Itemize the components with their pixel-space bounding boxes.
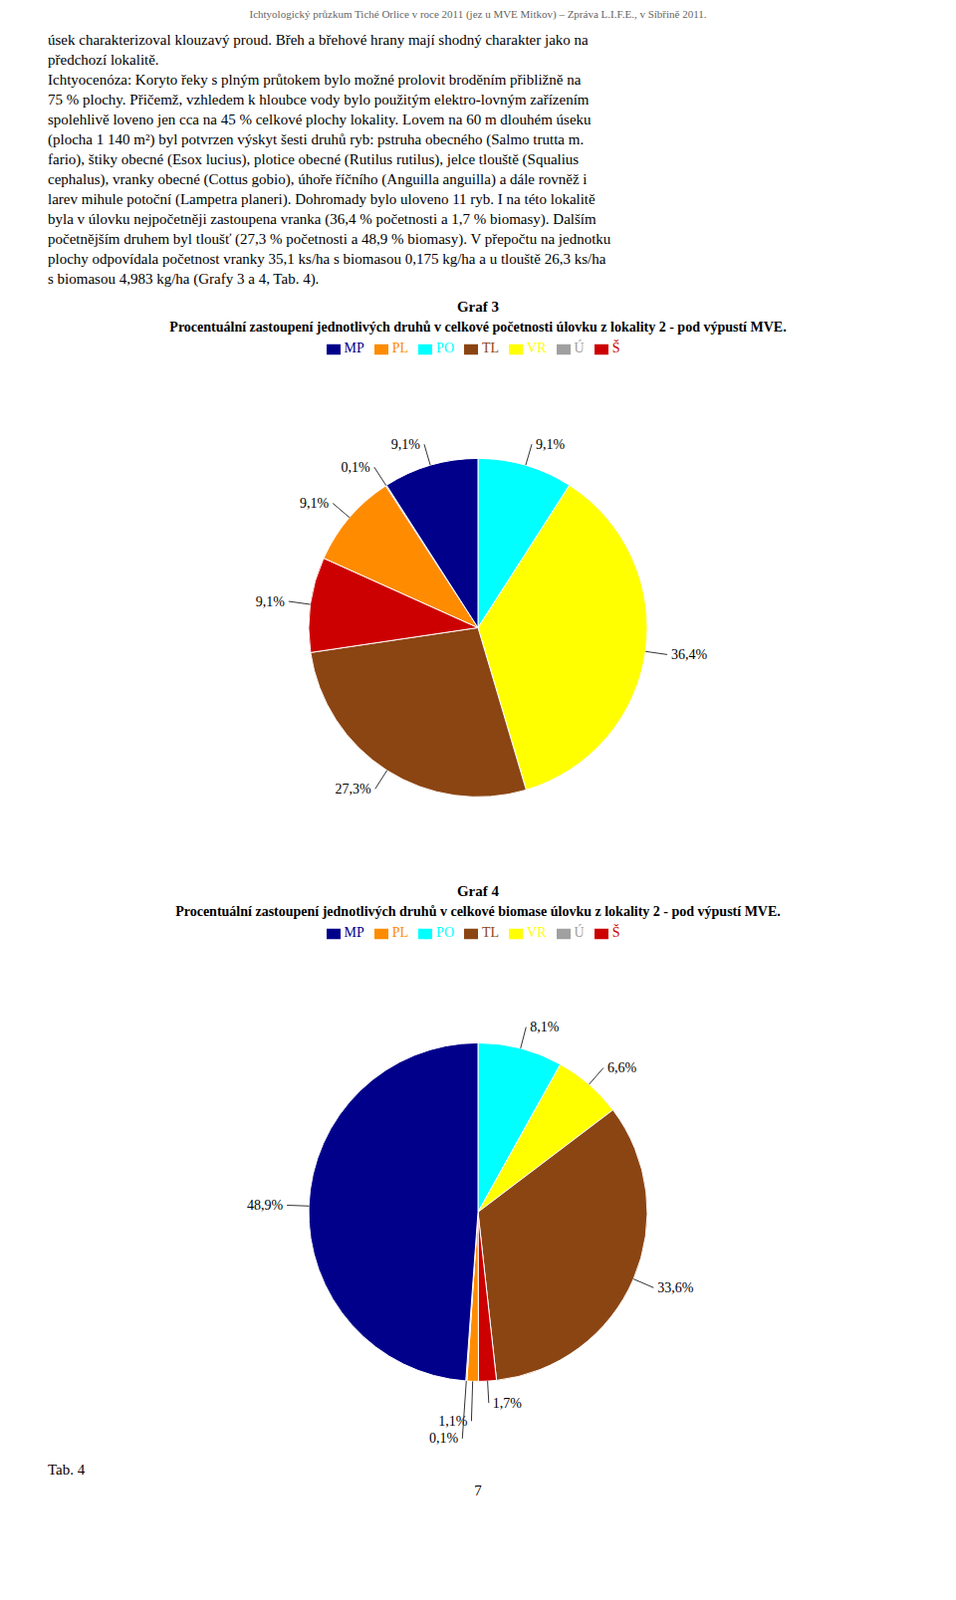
svg-text:9,1%: 9,1% [255, 594, 286, 610]
html-text:(plocha 1 140 m²) byl potvrzen: (plocha 1 140 m²) byl potvrzen výskyt še… [47, 131, 584, 148]
html-text:MP: MP [344, 340, 365, 356]
svg-text:6,6%: 6,6% [607, 1060, 638, 1076]
html-text:předchozí lokalitě.: předchozí lokalitě. [47, 51, 159, 68]
html-text:cephalus), vranky obecné (Cott: cephalus), vranky obecné (Cottus gobio),… [47, 171, 588, 188]
html-text:Š: Š [612, 340, 620, 356]
html-text:PL: PL [392, 340, 409, 356]
html-text:Ú: Ú [574, 340, 585, 356]
html-text:Tab. 4: Tab. 4 [47, 1461, 85, 1478]
svg-text:1,1%: 1,1% [438, 1413, 468, 1429]
html-text:s biomasou 4,983 kg/ha (Grafy: s biomasou 4,983 kg/ha (Grafy 3 a 4, Tab… [47, 270, 320, 287]
svg-text:1,7%: 1,7% [492, 1396, 522, 1412]
svg-text:36,4%: 36,4% [671, 647, 709, 663]
html-text:MP: MP [344, 925, 365, 941]
html-text:fario), štiky obecné (Esox luc: fario), štiky obecné (Esox lucius), plot… [47, 151, 579, 168]
html-text:PO: PO [436, 925, 455, 941]
html-text:Procentuální zastoupení jednot: Procentuální zastoupení jednotlivých dru… [169, 319, 787, 335]
svg-text:9,1%: 9,1% [535, 437, 566, 453]
html-text:Ú: Ú [574, 925, 585, 941]
html-text:VR: VR [526, 925, 547, 941]
html-text:larev mihule potoční (Lampetra: larev mihule potoční (Lampetra planeri).… [47, 191, 596, 208]
html-text:Graf 3: Graf 3 [457, 298, 499, 315]
html-text:Š: Š [612, 925, 620, 941]
html-text:Procentuální zastoupení jednot: Procentuální zastoupení jednotlivých dru… [175, 904, 781, 920]
html-text:Ichtyocenóza: Koryto řeky s pl: Ichtyocenóza: Koryto řeky s plným průtok… [47, 71, 581, 88]
svg-text:9,1%: 9,1% [299, 495, 330, 511]
html-text:PL: PL [392, 925, 409, 941]
html-text:úsek charakterizoval klouzavý: úsek charakterizoval klouzavý proud. Bře… [47, 31, 589, 48]
html-text:Graf 4: Graf 4 [457, 883, 499, 900]
html-text:plochy odpovídala početnost vr: plochy odpovídala početnost vranky 35,1 … [47, 250, 606, 267]
html-text:početnějším druhem byl tloušť: početnějším druhem byl tloušť (27,3 % po… [47, 231, 611, 247]
svg-text:27,3%: 27,3% [335, 781, 373, 797]
html-text:spolehlivě loveno jen cca na 4: spolehlivě loveno jen cca na 45 % celkov… [47, 111, 592, 128]
svg-text:48,9%: 48,9% [246, 1197, 284, 1213]
html-text:Ichtyologický průzkum Tiché Or: Ichtyologický průzkum Tiché Orlice v roc… [249, 7, 707, 20]
html-text:byla v úlovku nejpočetněji zas: byla v úlovku nejpočetněji zastoupena vr… [47, 211, 597, 228]
html-text:75 % plochy. Přičemž, vzhledem: 75 % plochy. Přičemž, vzhledem k hloubce… [47, 91, 590, 108]
svg-text:0,1%: 0,1% [341, 460, 372, 476]
html-text:TL: TL [481, 925, 500, 941]
html-text:VR: VR [526, 340, 547, 356]
html-text:PO: PO [436, 340, 455, 356]
svg-text:8,1%: 8,1% [529, 1019, 560, 1035]
html-text:TL: TL [481, 340, 500, 356]
svg-text:33,6%: 33,6% [657, 1280, 695, 1296]
svg-text:9,1%: 9,1% [391, 437, 422, 453]
html-text:7: 7 [474, 1482, 482, 1499]
svg-text:0,1%: 0,1% [429, 1431, 460, 1446]
